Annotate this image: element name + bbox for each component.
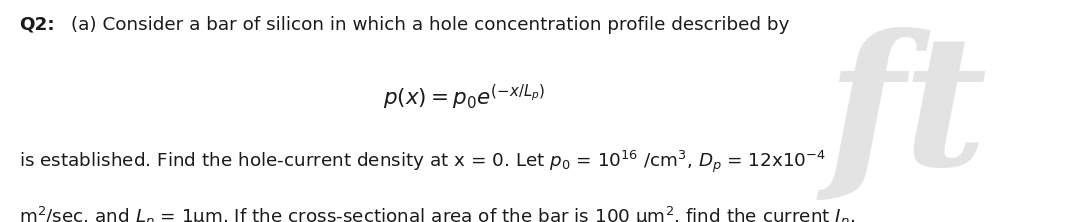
Text: Q2:: Q2: [19, 16, 55, 34]
Text: is established. Find the hole-current density at x = 0. Let $p_0$ = 10$^{16}$ /c: is established. Find the hole-current de… [19, 149, 826, 175]
Text: m$^2$/sec, and $L_p$ = 1μm. If the cross-sectional area of the bar is 100 μm$^2$: m$^2$/sec, and $L_p$ = 1μm. If the cross… [19, 204, 855, 222]
Text: (a) Consider a bar of silicon in which a hole concentration profile described by: (a) Consider a bar of silicon in which a… [65, 16, 789, 34]
Text: ft: ft [826, 27, 988, 204]
Text: $p(x) = p_0e^{(-x/L_p)}$: $p(x) = p_0e^{(-x/L_p)}$ [383, 83, 545, 112]
